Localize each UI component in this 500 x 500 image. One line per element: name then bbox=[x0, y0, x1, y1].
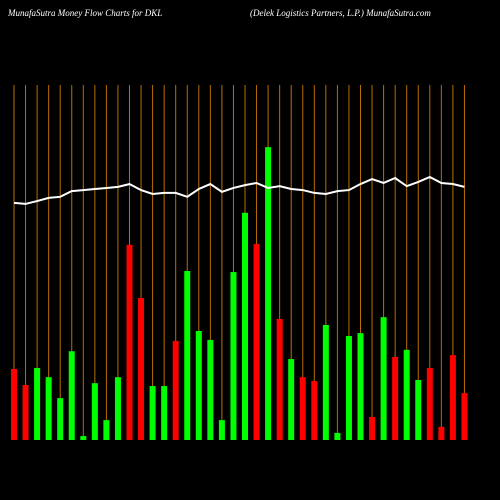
chart-subtitle: (Delek Logistics Partners, L.P.) MunafaS… bbox=[250, 8, 431, 18]
bar bbox=[172, 340, 179, 440]
bar bbox=[114, 377, 121, 440]
bar bbox=[218, 420, 225, 440]
bar bbox=[265, 147, 272, 440]
bar bbox=[253, 244, 260, 440]
bar bbox=[438, 426, 445, 440]
bar bbox=[161, 386, 168, 440]
bar bbox=[311, 381, 318, 440]
bar bbox=[392, 356, 399, 440]
bar bbox=[207, 339, 214, 440]
bar bbox=[380, 317, 387, 440]
bar bbox=[403, 349, 410, 440]
bar bbox=[68, 351, 75, 440]
bar bbox=[322, 324, 329, 440]
bar bbox=[45, 377, 52, 440]
bar bbox=[184, 271, 191, 440]
bar bbox=[415, 380, 422, 440]
bar bbox=[57, 398, 64, 440]
bar bbox=[34, 367, 41, 440]
bar bbox=[449, 355, 456, 440]
bar bbox=[369, 416, 376, 440]
bar bbox=[195, 331, 202, 440]
bar bbox=[288, 359, 295, 440]
bar bbox=[461, 393, 468, 440]
bar bbox=[357, 333, 364, 440]
bar bbox=[126, 244, 133, 440]
bar bbox=[334, 432, 341, 440]
bar bbox=[91, 383, 98, 440]
bar bbox=[22, 384, 29, 440]
bar bbox=[242, 212, 248, 440]
bar bbox=[299, 377, 306, 440]
bar bbox=[103, 420, 110, 440]
bar bbox=[80, 436, 87, 440]
bar bbox=[276, 318, 283, 440]
bar bbox=[11, 369, 17, 440]
chart-title: MunafaSutra Money Flow Charts for DKL bbox=[7, 8, 162, 18]
money-flow-line bbox=[13, 175, 465, 205]
bar bbox=[230, 272, 237, 440]
bar bbox=[426, 367, 433, 440]
bar bbox=[345, 335, 352, 440]
bar bbox=[138, 298, 145, 440]
bar bbox=[149, 386, 156, 440]
